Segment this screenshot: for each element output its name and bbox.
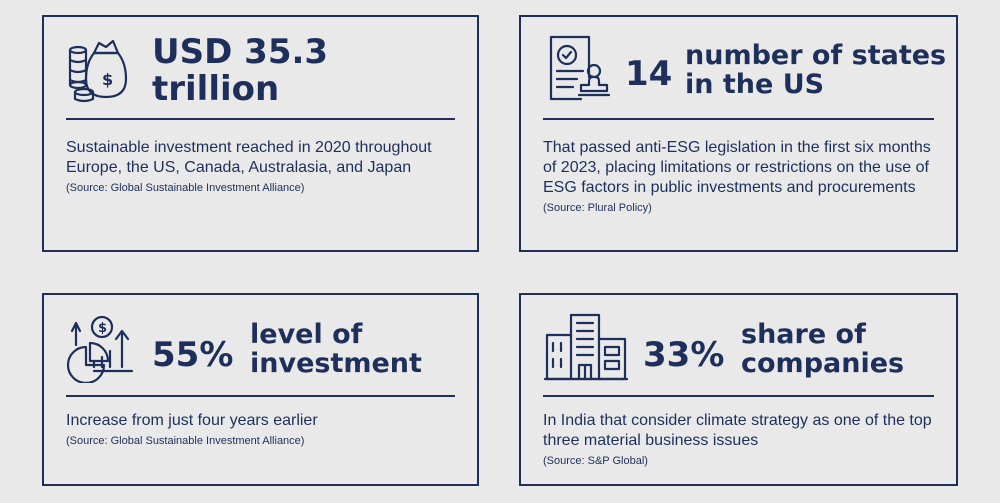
document-stamp-icon — [549, 35, 611, 101]
description: Sustainable investment reached in 2020 t… — [66, 138, 455, 196]
stat-label-line2: in the US — [685, 69, 825, 100]
stat-number: 33% — [643, 335, 725, 375]
description-text: Sustainable investment reached in 2020 t… — [66, 139, 432, 176]
svg-text:$: $ — [98, 321, 107, 336]
divider — [66, 395, 455, 397]
stat-number: 55% — [152, 335, 234, 375]
stat-card-investment-level: $ 55% level of investment Increase from … — [42, 293, 479, 486]
source-text: (Source: Global Sustainable Investment A… — [66, 182, 305, 194]
headline-unit: trillion — [152, 69, 280, 109]
stat-label-line2: companies — [741, 348, 905, 379]
growth-chart-icon: $ — [66, 315, 134, 383]
money-bag-coins-icon: $ — [68, 39, 128, 103]
description-text: That passed anti-ESG legislation in the … — [543, 139, 931, 196]
stat-card-company-share: 33% share of companies In India that con… — [519, 293, 958, 486]
divider — [543, 118, 934, 120]
stat-number: 14 — [625, 54, 673, 94]
source-text: (Source: S&P Global) — [543, 455, 648, 467]
stat-card-sustainable-investment: $ USD 35.3 trillion Sustainable investme… — [42, 15, 479, 252]
description: Increase from just four years earlier (S… — [66, 411, 455, 449]
stat-label-line1: level of — [250, 319, 363, 350]
divider — [543, 395, 934, 397]
headline-amount: USD 35.3 — [152, 32, 329, 72]
svg-text:$: $ — [102, 70, 113, 89]
description: In India that consider climate strategy … — [543, 411, 934, 469]
description-text: Increase from just four years earlier — [66, 412, 318, 429]
source-text: (Source: Global Sustainable Investment A… — [66, 435, 305, 447]
stat-label-line1: share of — [741, 319, 866, 350]
description: That passed anti-ESG legislation in the … — [543, 138, 934, 216]
office-building-icon — [543, 313, 629, 381]
source-text: (Source: Plural Policy) — [543, 202, 652, 214]
stat-label-line1: number of states — [685, 40, 947, 71]
stat-label-line2: investment — [250, 348, 422, 379]
divider — [66, 118, 455, 120]
stat-card-anti-esg-states: 14 number of states in the US That passe… — [519, 15, 958, 252]
description-text: In India that consider climate strategy … — [543, 412, 932, 449]
